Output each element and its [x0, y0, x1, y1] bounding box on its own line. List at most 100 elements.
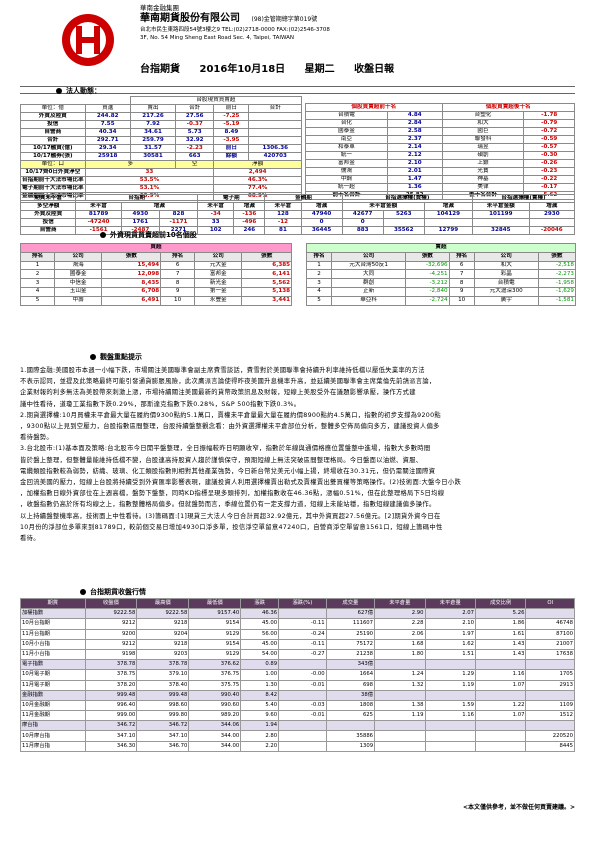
quote-cell: 38億 — [325, 689, 376, 701]
quote-head: 期貨 — [20, 597, 86, 610]
foreign-row: 2 國泰金 12,098 7 富邦金 6,141 — [20, 269, 292, 280]
foreign-cell: 彩晶 — [473, 269, 539, 280]
oi-cell: -47240 — [75, 218, 122, 227]
top-row: 台化 2.84 和大 -0.79 — [305, 119, 575, 128]
quote-row: 電子指數 378.78 378.78 376.62 0.89 343億 — [20, 659, 575, 671]
quote-cell: 1.30 — [240, 679, 280, 691]
fut-value: 53.1% — [84, 184, 215, 193]
quote-cell: 346.72 — [136, 720, 190, 732]
quote-cell: 11月金融期 — [20, 710, 86, 722]
top-row: 國泰金 2.58 國巨 -0.72 — [305, 127, 575, 136]
top-buy-value: 2.10 — [386, 159, 443, 168]
oi-sub: 未平倉 — [197, 202, 235, 211]
quote-cell: 1.19 — [374, 710, 426, 722]
quote-cell: 1.61 — [474, 628, 527, 640]
oi-cell: 33 — [197, 218, 235, 227]
fut-head: 空 — [175, 160, 215, 169]
oi-cell: 128 — [264, 210, 302, 219]
quote-cell: -0.01 — [278, 679, 327, 691]
quotes-table: 期貨 收盤價 最高價 最低價 漲跌 漲跌(%) 成交量 未平倉量 未平倉量 成交比例 OI 加權指數… — [20, 597, 575, 752]
commentary-line: 10月份的淨部位多單來到81789口，較前個交易日增加4930口淨多單，投信淨空… — [20, 523, 443, 531]
quote-head: 最高價 — [136, 597, 190, 610]
quote-cell: 1.00 — [240, 669, 280, 681]
quote-cell: 1.07 — [474, 679, 527, 691]
foreign-cell: 6,708 — [101, 286, 162, 297]
quote-cell — [278, 689, 327, 701]
quote-cell: 9129 — [188, 648, 242, 661]
inst-head: 合計 — [175, 104, 215, 113]
inst-cell: 餘額 — [213, 152, 250, 161]
foreign-head: 公司 — [53, 251, 103, 262]
quote-cell: 996.40 — [84, 699, 138, 712]
foreign-head: 張數 — [405, 251, 450, 262]
quote-cell: 346.72 — [84, 720, 138, 732]
section-institutional: 法人動態： — [20, 86, 575, 95]
inst-cell: 25918 — [84, 152, 131, 161]
inst-cell: 7.55 — [84, 120, 131, 129]
disclaimer: <本文僅供參考，並不做任何買賣建議。> — [462, 804, 575, 811]
foreign-head: 排名 — [305, 251, 333, 262]
quote-cell: 347.10 — [136, 730, 190, 742]
oi-sub: 多空淨額 — [19, 202, 77, 211]
quote-cell: 46748 — [525, 618, 575, 630]
foreign-cell: 元大滬深300 — [473, 286, 539, 297]
inst-row: 自營商 40.34 34.61 5.73 8.49 — [20, 128, 302, 137]
report-weekday: 星期二 — [304, 64, 335, 75]
inst-cell: 663 — [175, 152, 215, 161]
oi-sub: 增減 — [120, 202, 199, 211]
quote-cell: 9200 — [84, 628, 138, 640]
quote-cell: 35886 — [325, 730, 376, 742]
foreign-head: 排名 — [20, 251, 55, 262]
top-sell-value: -1.78 — [523, 111, 575, 120]
inst-cell: 27.56 — [175, 112, 215, 121]
quote-cell: 343億 — [325, 659, 376, 671]
quote-cell: 9157.40 — [188, 608, 242, 620]
oi-cell: 104129 — [423, 210, 473, 219]
quote-cell: 376.62 — [188, 659, 242, 671]
top-sell-value: -0.59 — [523, 135, 575, 144]
commentary-line: 不表示認同，並提及此策略最終可能引發通貨膨脹風險，此次鷹派言論使得昨夜美國升息機… — [20, 378, 436, 386]
top-row: 統一超 1.36 美律 -0.17 — [305, 183, 575, 192]
quote-cell — [374, 689, 426, 701]
quote-cell: 990.60 — [188, 699, 242, 712]
quote-cell: 1.16 — [474, 669, 527, 681]
top-row: 統一 2.12 碩創 -0.30 — [305, 151, 575, 160]
foreign-cell: 中信金 — [53, 278, 103, 288]
top-sell-value: -0.22 — [523, 175, 575, 184]
fut-row: 電子期前十大法市場比率 53.1% 77.4% — [20, 184, 302, 193]
commentary-body: 1.國際金融:美國股市本週一小幅下跌，市場關注美國聯準會副主席費雪談話，費雪對於… — [20, 365, 576, 544]
foreign-cell: -32,696 — [405, 260, 450, 271]
foreign-cell: 2 — [305, 269, 333, 280]
quote-cell: 摩台指 — [20, 720, 86, 732]
quote-cell: 1.32 — [374, 679, 426, 691]
quote-cell — [474, 740, 527, 752]
top-buy-name: 儒鴻 — [305, 167, 388, 176]
section-title: 外資現貨買賣超前10名個股 — [110, 231, 197, 239]
quote-cell: 344.06 — [188, 720, 242, 732]
inst-cell: -7.25 — [213, 112, 250, 121]
quote-row: 10月小台指 9212 9218 9154 45.00 -0.11 75172 1.68 1.6… — [20, 638, 575, 650]
bullet-icon — [100, 232, 106, 238]
inst-row: 10/17融資(億) 29.34 31.57 -2.23 前日 1306.36 — [20, 144, 302, 153]
foreign-cell: 4 — [305, 286, 333, 297]
quote-cell: 1.07 — [474, 710, 527, 722]
inst-cell: -2.23 — [175, 144, 215, 153]
quote-cell: 378.20 — [84, 679, 138, 691]
quote-cell: 9198 — [84, 648, 138, 661]
quote-cell — [278, 720, 327, 732]
commentary-line: 以上持續盤整機率高，技術面上中性看待。(3)籌碼面:[1]現貨三大法人今日合計買… — [20, 512, 441, 520]
quote-cell: 625 — [325, 710, 376, 722]
quote-cell: 378.78 — [136, 659, 190, 671]
quote-cell: 56.00 — [240, 628, 280, 640]
quote-cell: 2.20 — [240, 740, 280, 752]
quote-cell: 999.80 — [136, 710, 190, 722]
foreign-row: 1 鴻海 15,494 6 元大金 6,385 — [20, 260, 292, 271]
quote-cell: 1.97 — [424, 628, 477, 640]
quote-row: 10月金融期 996.40 998.60 990.60 5.40 -0.03 1808 1.3… — [20, 699, 575, 712]
quote-cell: 25190 — [325, 628, 376, 640]
top-buy-value: 1.36 — [386, 183, 443, 192]
quote-row: 11月電子期 378.20 378.40 375.75 1.30 -0.01 698 1.32… — [20, 679, 575, 691]
top-row: 南亞 2.37 聯發科 -0.59 — [305, 135, 575, 144]
quote-cell: 1109 — [525, 699, 575, 712]
foreign-cell: 7 — [160, 269, 196, 280]
